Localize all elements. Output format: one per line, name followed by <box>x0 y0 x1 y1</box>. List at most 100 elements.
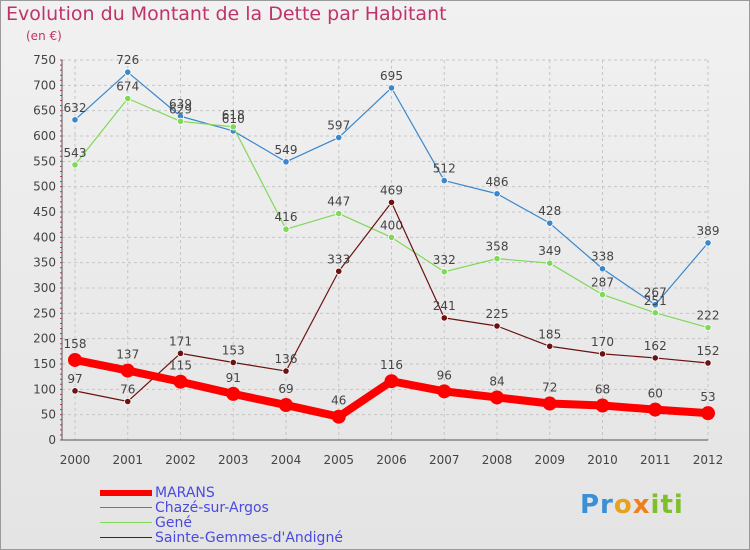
data-label-gene: 618 <box>222 108 245 122</box>
legend-label-sainte-gemmes: Sainte-Gemmes-d'Andigné <box>155 530 343 546</box>
x-tick-label: 2007 <box>429 453 460 467</box>
data-point-sainte-gemmes-d-andigne <box>124 397 132 406</box>
data-point-gene <box>598 290 607 299</box>
data-point-marans <box>331 409 346 424</box>
x-tick-label: 2002 <box>165 453 196 467</box>
data-label-marans: 68 <box>595 383 610 397</box>
data-label-gene: 674 <box>116 80 139 94</box>
data-label-gene: 358 <box>486 240 509 254</box>
data-point-sainte-gemmes-d-andigne <box>440 314 448 322</box>
data-label-sainte-gemmes-d-andigne: 469 <box>380 183 403 197</box>
y-tick-label: 500 <box>33 180 56 194</box>
data-point-gene <box>651 309 659 317</box>
y-tick-label: 150 <box>33 357 56 371</box>
data-label-chaze-sur-argos: 486 <box>486 175 509 189</box>
data-point-gene <box>282 225 290 233</box>
data-label-sainte-gemmes-d-andigne: 170 <box>591 335 614 349</box>
y-tick-label: 200 <box>33 332 56 346</box>
y-tick-label: 350 <box>33 256 56 270</box>
data-label-sainte-gemmes-d-andigne: 97 <box>67 372 82 386</box>
proxiti-logo: Proxiti <box>580 490 684 520</box>
data-label-gene: 332 <box>433 253 456 267</box>
data-label-marans: 96 <box>437 368 452 382</box>
data-label-gene: 629 <box>169 102 192 116</box>
data-point-marans <box>595 398 610 413</box>
data-point-chaze-sur-argos <box>387 84 396 92</box>
data-label-sainte-gemmes-d-andigne: 152 <box>697 344 720 358</box>
data-point-gene <box>71 161 79 169</box>
data-point-marans <box>437 384 452 399</box>
data-label-gene: 400 <box>380 218 403 232</box>
data-point-chaze-sur-argos <box>282 158 290 166</box>
data-label-sainte-gemmes-d-andigne: 153 <box>222 343 245 357</box>
y-tick-label: 300 <box>33 281 56 295</box>
data-point-marans <box>120 363 135 378</box>
y-tick-label: 0 <box>48 433 56 447</box>
data-label-marans: 116 <box>380 358 403 372</box>
legend-swatch-sainte-gemmes <box>100 537 152 538</box>
data-point-marans <box>648 402 663 417</box>
x-tick-label: 2000 <box>60 453 91 467</box>
data-label-chaze-sur-argos: 267 <box>644 286 667 300</box>
data-point-chaze-sur-argos <box>704 239 712 247</box>
data-label-gene: 416 <box>275 210 298 224</box>
legend-swatch-gene <box>100 522 152 523</box>
data-label-chaze-sur-argos: 632 <box>64 101 87 115</box>
data-point-chaze-sur-argos <box>493 190 501 198</box>
data-label-gene: 543 <box>64 146 87 160</box>
data-point-marans <box>68 352 82 367</box>
data-point-marans <box>542 396 557 411</box>
data-point-sainte-gemmes-d-andigne <box>282 367 290 375</box>
data-label-chaze-sur-argos: 695 <box>380 69 403 83</box>
data-point-sainte-gemmes-d-andigne <box>176 349 185 357</box>
data-point-chaze-sur-argos <box>335 133 343 142</box>
data-point-gene <box>387 233 396 241</box>
y-tick-label: 450 <box>33 205 56 219</box>
data-point-marans <box>490 390 504 405</box>
data-label-chaze-sur-argos: 597 <box>327 119 350 133</box>
data-label-gene: 349 <box>538 244 561 258</box>
data-label-gene: 222 <box>697 309 720 323</box>
data-label-marans: 60 <box>648 387 663 401</box>
data-point-gene <box>493 255 501 263</box>
data-label-marans: 91 <box>226 371 241 385</box>
data-point-sainte-gemmes-d-andigne <box>229 358 237 367</box>
data-label-marans: 46 <box>331 394 346 408</box>
data-label-chaze-sur-argos: 338 <box>591 250 614 264</box>
data-point-sainte-gemmes-d-andigne <box>651 354 659 362</box>
legend-label-chaze-sur-argos: Chazé-sur-Argos <box>155 500 269 516</box>
data-label-gene: 287 <box>591 276 614 290</box>
x-tick-label: 2005 <box>323 453 354 467</box>
data-point-marans <box>173 374 188 389</box>
data-label-sainte-gemmes-d-andigne: 241 <box>433 299 456 313</box>
y-tick-label: 100 <box>33 382 56 396</box>
x-tick-label: 2001 <box>112 453 143 467</box>
data-label-sainte-gemmes-d-andigne: 225 <box>486 307 509 321</box>
legend-swatch-marans <box>100 490 152 496</box>
y-tick-label: 550 <box>33 154 56 168</box>
data-label-marans: 115 <box>169 359 192 373</box>
x-tick-label: 2008 <box>482 453 513 467</box>
data-label-marans: 84 <box>489 374 504 388</box>
chart-subtitle: (en €) <box>26 29 62 43</box>
data-point-gene <box>176 117 185 125</box>
data-label-sainte-gemmes-d-andigne: 171 <box>169 334 192 348</box>
legend-label-marans: MARANS <box>155 485 215 501</box>
data-point-sainte-gemmes-d-andigne <box>598 350 607 358</box>
data-point-marans <box>226 386 241 401</box>
x-tick-label: 2006 <box>376 453 407 467</box>
data-point-chaze-sur-argos <box>598 265 607 273</box>
y-tick-label: 650 <box>33 104 56 118</box>
chart-title: Evolution du Montant de la Dette par Hab… <box>6 3 447 25</box>
data-label-marans: 72 <box>542 381 557 395</box>
legend-label-gene: Gené <box>155 515 192 531</box>
data-point-chaze-sur-argos <box>440 176 448 185</box>
data-point-sainte-gemmes-d-andigne <box>704 359 712 367</box>
data-point-sainte-gemmes-d-andigne <box>335 267 343 275</box>
data-label-marans: 137 <box>116 348 139 362</box>
x-tick-label: 2003 <box>218 453 249 467</box>
y-tick-label: 400 <box>33 230 56 244</box>
data-label-gene: 251 <box>644 294 667 308</box>
